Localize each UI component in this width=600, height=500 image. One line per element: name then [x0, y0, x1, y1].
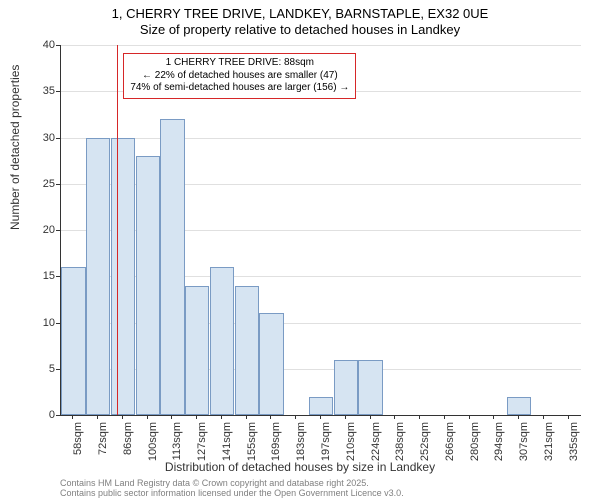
y-tick-label: 35 — [25, 85, 55, 97]
y-tick-label: 40 — [25, 39, 55, 51]
x-tick-mark — [295, 415, 296, 419]
histogram-bar — [136, 156, 160, 415]
footer-line1: Contains HM Land Registry data © Crown c… — [60, 478, 369, 488]
histogram-bar — [235, 286, 259, 416]
x-tick-mark — [270, 415, 271, 419]
histogram-bar — [309, 397, 333, 416]
histogram-bar — [86, 138, 110, 416]
x-tick-mark — [196, 415, 197, 419]
x-tick-mark — [394, 415, 395, 419]
x-tick-mark — [345, 415, 346, 419]
annotation-box: 1 CHERRY TREE DRIVE: 88sqm ← 22% of deta… — [123, 53, 356, 99]
x-tick-mark — [493, 415, 494, 419]
annotation-line1: 1 CHERRY TREE DRIVE: 88sqm — [130, 57, 349, 70]
x-tick-mark — [469, 415, 470, 419]
histogram-bar — [61, 267, 85, 415]
grid-line — [61, 138, 581, 139]
plot-area: 1 CHERRY TREE DRIVE: 88sqm ← 22% of deta… — [60, 45, 581, 416]
x-tick-mark — [72, 415, 73, 419]
annotation-line2: ← 22% of detached houses are smaller (47… — [130, 70, 349, 83]
y-tick-label: 25 — [25, 178, 55, 190]
x-tick-mark — [171, 415, 172, 419]
y-tick-mark — [56, 323, 60, 324]
y-tick-label: 5 — [25, 363, 55, 375]
x-tick-mark — [221, 415, 222, 419]
y-tick-mark — [56, 184, 60, 185]
y-tick-mark — [56, 369, 60, 370]
histogram-bar — [259, 313, 283, 415]
y-tick-mark — [56, 138, 60, 139]
y-tick-mark — [56, 276, 60, 277]
chart-title-line1: 1, CHERRY TREE DRIVE, LANDKEY, BARNSTAPL… — [0, 6, 600, 21]
histogram-bar — [358, 360, 382, 416]
grid-line — [61, 45, 581, 46]
x-axis-label: Distribution of detached houses by size … — [0, 460, 600, 474]
histogram-bar — [507, 397, 531, 416]
y-tick-label: 15 — [25, 270, 55, 282]
x-tick-mark — [518, 415, 519, 419]
annotation-line3: 74% of semi-detached houses are larger (… — [130, 82, 349, 95]
histogram-bar — [210, 267, 234, 415]
x-tick-mark — [419, 415, 420, 419]
x-tick-mark — [246, 415, 247, 419]
chart-container: 1, CHERRY TREE DRIVE, LANDKEY, BARNSTAPL… — [0, 0, 600, 500]
x-tick-mark — [370, 415, 371, 419]
histogram-bar — [160, 119, 184, 415]
x-tick-mark — [147, 415, 148, 419]
y-tick-label: 0 — [25, 409, 55, 421]
histogram-bar — [185, 286, 209, 416]
y-tick-mark — [56, 45, 60, 46]
histogram-bar — [334, 360, 358, 416]
y-tick-label: 10 — [25, 317, 55, 329]
histogram-bar — [111, 138, 135, 416]
x-tick-mark — [97, 415, 98, 419]
y-tick-mark — [56, 415, 60, 416]
x-tick-mark — [568, 415, 569, 419]
x-tick-mark — [543, 415, 544, 419]
y-tick-label: 30 — [25, 132, 55, 144]
footer-line2: Contains public sector information licen… — [60, 488, 404, 498]
y-tick-mark — [56, 91, 60, 92]
chart-title-line2: Size of property relative to detached ho… — [0, 22, 600, 37]
reference-line — [117, 45, 118, 415]
y-tick-label: 20 — [25, 224, 55, 236]
x-tick-mark — [320, 415, 321, 419]
x-tick-mark — [444, 415, 445, 419]
x-tick-mark — [122, 415, 123, 419]
y-tick-mark — [56, 230, 60, 231]
y-axis-label: Number of detached properties — [8, 65, 22, 230]
